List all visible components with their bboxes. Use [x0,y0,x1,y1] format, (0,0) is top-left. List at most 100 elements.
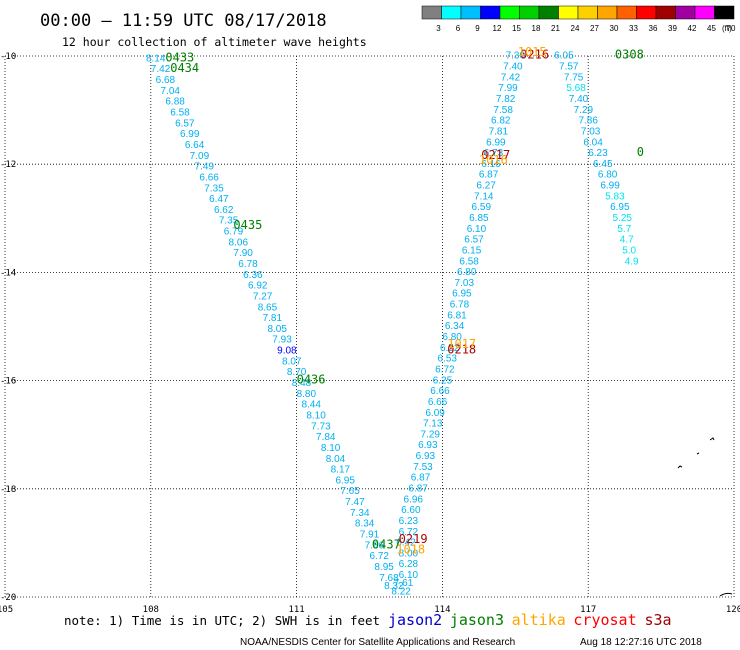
wave-height-label: 5.25 [613,213,633,224]
wave-height-label: 6.62 [214,205,234,216]
wave-height-label: 6.79 [224,227,244,238]
wave-height-label: 6.92 [248,281,268,292]
legend-swatch [421,5,442,20]
wave-height-label: 6.23 [399,516,419,527]
y-tick-label: -20 [0,593,16,603]
wave-height-label: 7.68 [379,573,399,584]
pass-time-label: 0433 [165,50,194,64]
pass-time-label: 1017 [447,337,476,351]
wave-height-label: 7.90 [233,248,253,259]
grid [4,55,735,598]
wave-height-label: 7.49 [195,162,215,173]
legend-level-label: 15 [512,24,521,33]
wave-height-label: 8.70 [287,367,307,378]
wave-height-label: 6.72 [370,551,390,562]
wave-height-label: 6.59 [472,202,492,213]
legend-level-label: 30 [610,24,619,33]
x-tick-label: 105 [0,605,13,615]
wave-height-label: 6.96 [404,494,424,505]
satellite-name: jason3 [450,611,504,629]
wave-height-label: 7.09 [190,151,210,162]
wave-height-label: 7.30 [506,51,526,62]
wave-height-label: 6.10 [399,570,419,581]
wave-height-label: 6.72 [399,527,419,538]
y-tick-label: -12 [0,160,16,170]
legend-swatch [577,5,598,20]
wave-height-label: 6.68 [156,75,176,86]
wave-height-label: 6.93 [418,440,438,451]
wave-height-label: 5.7 [617,224,631,235]
wave-height-label: 6.78 [238,259,258,270]
legend-level-label: 33 [629,24,638,33]
wave-height-label: 6.95 [452,289,472,300]
wave-height-label: 6.66 [199,172,219,183]
wave-height-label: 6.87 [479,170,499,181]
wave-height-label: 8.10 [321,443,341,454]
wave-height-label: 7.81 [263,313,283,324]
x-tick-label: 117 [580,605,596,615]
wave-height-label: 8.00 [399,548,419,559]
legend-swatch [714,5,735,20]
wave-height-label: 7.42 [501,72,521,83]
wave-height-label: 7.29 [421,429,441,440]
wave-height-label: 8.80 [297,389,317,400]
pass-time-label: 0435 [233,218,262,232]
wave-height-label: 6.58 [170,108,190,119]
wave-height-label: 6.87 [411,473,431,484]
wave-height-label: 7.04 [161,86,181,97]
wave-height-label: 7.42 [151,64,171,75]
wave-height-label: 8.07 [282,356,302,367]
wave-height-label: 6.93 [416,451,436,462]
axis-ticks: 105 108 111 114 117 120 -10 -12 -14 -16 -18 -20 [0,52,740,615]
wave-height-label: 6.27 [476,181,496,192]
x-tick-label: 111 [288,605,304,615]
legend-swatch [460,5,481,20]
legend-level-label: 45 [707,24,716,33]
wave-height-label: 6.85 [469,213,489,224]
wave-height-label: 7.91 [360,529,380,540]
wave-height-label: 5.83 [605,191,625,202]
wave-height-label: 6.60 [401,505,421,516]
wave-height-label: 6.95 [610,202,630,213]
pass-time-label: 0219 [399,532,428,546]
wave-height-label: 7.03 [581,126,601,137]
wave-height-label: 6.45 [593,159,613,170]
wave-height-label: 7.29 [574,105,594,116]
x-tick-label: 108 [143,605,159,615]
wave-height-label: 6.42 [396,538,416,549]
wave-height-label: 9.08 [277,346,297,357]
wave-height-label: 4.9 [625,256,639,267]
y-tick-label: -10 [0,52,16,62]
color-legend: 3 6 9 12 15 18 21 24 27 30 33 36 39 42 45 70(ft) [421,5,736,33]
wave-height-label: 7.61 [394,578,414,589]
wave-height-label: 8.95 [374,562,394,573]
pass-time-label: 0434 [170,61,199,75]
wave-height-label: 8.10 [306,410,326,421]
wave-height-label: 7.53 [413,462,433,473]
wave-height-label: 6.04 [583,137,603,148]
pass-time-label: 1016 [479,153,508,167]
satellite-legend: jason2 jason3 altika cryosat s3a [388,611,672,629]
pass-time-label: 0437 [372,537,401,551]
wave-height-label: 6.64 [185,140,205,151]
wave-height-label: 8.48 [292,378,312,389]
wave-height-label: 7.13 [423,419,443,430]
wave-height-label: 6.15 [462,245,482,256]
chart-title: 00:00 – 11:59 UTC 08/17/2018 [40,11,327,31]
legend-level-label: 9 [475,24,480,33]
credit-timestamp: Aug 18 12:27:16 UTC 2018 [580,637,702,648]
y-tick-label: -14 [0,268,16,278]
wave-height-label: 8.65 [258,302,278,313]
legend-swatch [480,5,501,20]
y-tick-label: -16 [0,377,16,387]
wave-height-label: 6.16 [481,159,501,170]
legend-level-label: 21 [551,24,560,33]
legend-swatch [538,5,559,20]
wave-height-label: 6.05 [554,51,574,62]
wave-height-label: 7.35 [204,183,224,194]
wave-height-label: 6.95 [335,475,355,486]
wave-height-label: 5.68 [566,83,586,94]
legend-level-label: 12 [493,24,502,33]
legend-unit: (ft) [722,24,732,33]
